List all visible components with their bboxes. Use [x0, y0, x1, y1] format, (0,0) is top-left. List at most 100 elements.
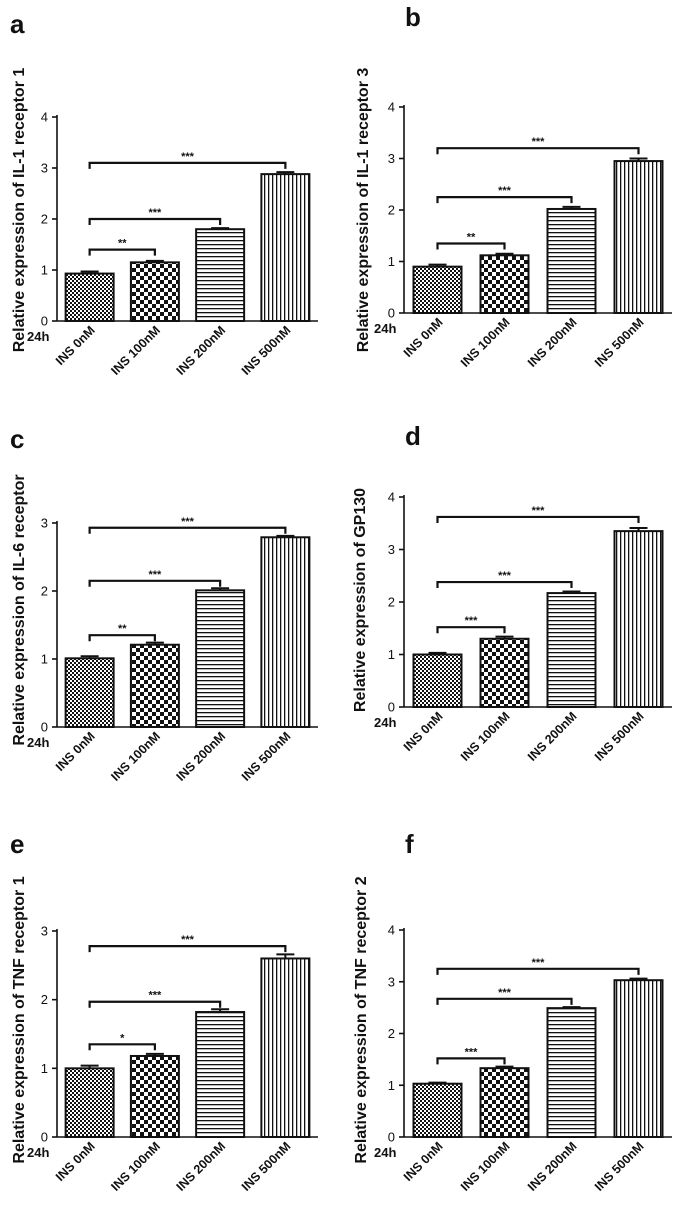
significance-bracket: [436, 997, 573, 1005]
bar-ins-100nm: [479, 1067, 530, 1138]
significance-label: ***: [465, 1046, 479, 1058]
time-label: 24h: [27, 1145, 49, 1160]
significance-label: ***: [498, 987, 512, 999]
panel-letter: b: [405, 2, 421, 32]
x-tick-label: INS 200nM: [174, 729, 229, 784]
significance-bracket: [436, 967, 640, 975]
bar-ins-100nm: [479, 254, 530, 315]
y-tick-label: 1: [388, 254, 395, 269]
y-tick-label: 0: [388, 1130, 395, 1145]
y-axis-label: Relative expression of IL-1 receptor 3: [355, 68, 372, 353]
x-tick-label: INS 500nM: [239, 1139, 294, 1194]
x-tick-label: INS 100nM: [108, 323, 163, 378]
time-label: 24h: [374, 321, 396, 336]
bar-ins-0nm: [64, 657, 115, 729]
x-tick-label: INS 0nM: [401, 1139, 446, 1184]
bar-ins-500nm: [260, 536, 311, 729]
time-label: 24h: [374, 1145, 396, 1160]
y-tick-label: 1: [41, 1061, 48, 1076]
time-label: 24h: [27, 329, 49, 344]
x-tick-label: INS 200nM: [174, 1139, 229, 1194]
significance-label: ***: [181, 516, 195, 528]
y-tick-label: 2: [388, 203, 395, 218]
x-tick-label: INS 100nM: [458, 1139, 513, 1194]
significance-label: ***: [181, 934, 195, 946]
y-tick-label: 1: [41, 652, 48, 667]
significance-bracket: [88, 634, 156, 642]
x-tick-label: INS 200nM: [525, 315, 580, 370]
y-tick-label: 4: [388, 923, 395, 938]
bar-ins-200nm: [546, 207, 597, 314]
chart-panel-f: f Relative expression of TNF receptor 2 0 1…: [353, 829, 672, 1194]
y-tick-label: 3: [388, 974, 395, 989]
y-tick-label: 3: [41, 516, 48, 531]
bar-ins-100nm: [129, 261, 180, 323]
bar-ins-200nm: [195, 228, 246, 322]
x-tick-label: INS 200nM: [525, 1139, 580, 1194]
significance-label: ***: [498, 570, 512, 582]
y-tick-label: 4: [388, 490, 395, 505]
panel-letter: c: [10, 424, 24, 454]
x-tick-label: INS 500nM: [592, 709, 647, 764]
bar-ins-200nm: [546, 592, 597, 709]
y-axis-label: Relative expression of IL-1 receptor 1: [11, 68, 28, 353]
y-tick-label: 0: [388, 700, 395, 715]
bar-ins-0nm: [64, 272, 115, 323]
chart-panel-b: b Relative expression of IL-1 receptor 3 0…: [355, 2, 672, 370]
chart-panel-c: c Relative expression of IL-6 receptor 0 1 2…: [10, 424, 318, 784]
y-tick-label: 2: [388, 1026, 395, 1041]
bar-ins-500nm: [613, 530, 664, 708]
significance-bracket: [88, 217, 222, 225]
x-tick-label: INS 0nM: [401, 315, 446, 360]
bar-ins-200nm: [195, 589, 246, 728]
y-tick-label: 0: [388, 306, 395, 321]
time-label: 24h: [374, 715, 396, 730]
bar-ins-500nm: [613, 160, 664, 314]
x-tick-label: INS 500nM: [592, 1139, 647, 1194]
x-tick-label: INS 100nM: [108, 729, 163, 784]
bar-ins-200nm: [546, 1007, 597, 1139]
x-tick-label: INS 200nM: [525, 709, 580, 764]
bar-ins-100nm: [129, 1054, 180, 1139]
time-label: 24h: [27, 735, 49, 750]
y-tick-label: 3: [41, 924, 48, 939]
significance-bracket: [436, 147, 640, 155]
x-tick-label: INS 0nM: [53, 323, 98, 368]
y-axis-label: Relative expression of TNF receptor 2: [353, 876, 370, 1163]
significance-bracket: [436, 515, 640, 523]
y-axis-label: Relative expression of TNF receptor 1: [11, 876, 28, 1163]
significance-bracket: [436, 626, 506, 634]
significance-label: ***: [532, 505, 546, 517]
significance-bracket: [88, 161, 287, 169]
significance-bracket: [88, 579, 222, 587]
bar-ins-0nm: [412, 265, 463, 314]
significance-bracket: [436, 580, 573, 589]
y-axis-label: Relative expression of IL-6 receptor: [11, 474, 28, 745]
y-tick-label: 2: [388, 595, 395, 610]
x-tick-label: INS 0nM: [401, 709, 446, 754]
y-tick-label: 3: [388, 542, 395, 557]
significance-bracket: [436, 1057, 506, 1065]
y-tick-label: 2: [41, 212, 48, 227]
chart-panel-a: a Relative expression of IL-1 receptor 1 0…: [10, 9, 318, 378]
bar-ins-500nm: [613, 979, 664, 1139]
y-tick-label: 4: [41, 110, 48, 125]
x-tick-label: INS 0nM: [53, 729, 98, 774]
x-tick-label: INS 100nM: [108, 1139, 163, 1194]
panel-letter: f: [405, 829, 414, 859]
significance-label: ***: [181, 151, 195, 163]
significance-bracket: [88, 945, 287, 953]
y-tick-label: 0: [41, 314, 48, 329]
bar-ins-500nm: [260, 173, 311, 322]
bar-ins-100nm: [479, 637, 530, 708]
bar-ins-0nm: [412, 1082, 463, 1139]
significance-label: ***: [498, 185, 512, 197]
y-tick-label: 1: [388, 647, 395, 662]
y-tick-label: 1: [41, 263, 48, 278]
significance-label: ***: [532, 957, 546, 969]
x-tick-label: INS 500nM: [592, 315, 647, 370]
panel-letter: e: [10, 829, 24, 859]
y-tick-label: 2: [41, 992, 48, 1007]
y-tick-label: 3: [41, 161, 48, 176]
